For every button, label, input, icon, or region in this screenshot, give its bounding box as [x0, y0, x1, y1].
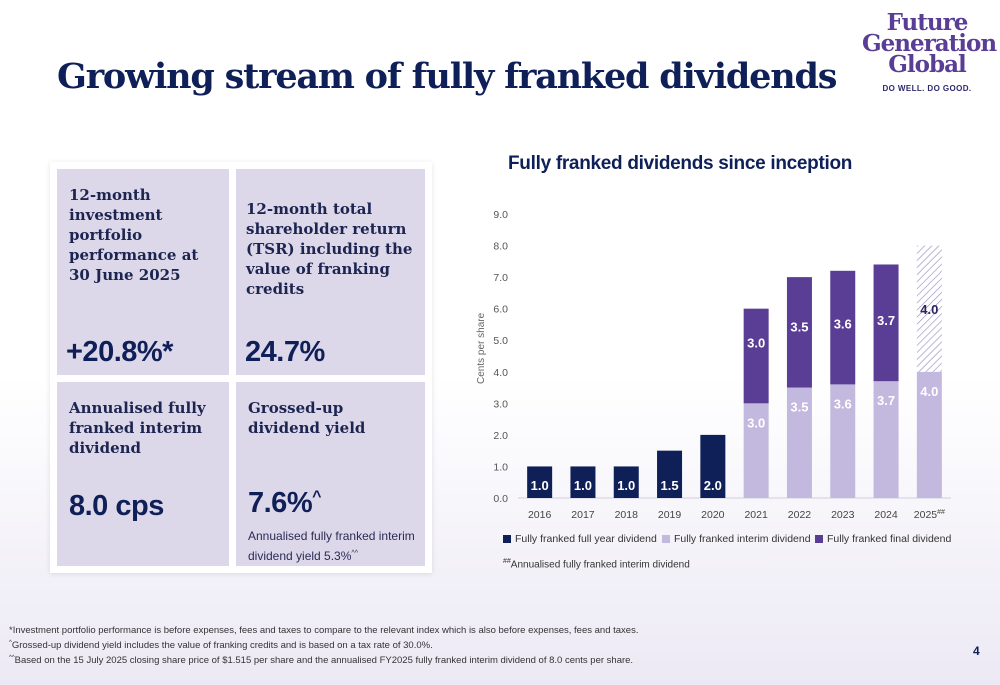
- y-tick-label: 3.0: [493, 398, 508, 410]
- bar-segment: [700, 434, 726, 498]
- data-label: 1.5: [661, 478, 679, 493]
- y-tick-label: 4.0: [493, 367, 508, 379]
- metric-note-marker: ^^: [351, 550, 358, 557]
- legend-label: Fully franked full year dividend: [515, 533, 657, 545]
- metric-card-interim-dividend: Annualised fully franked interim dividen…: [57, 382, 229, 566]
- legend-note-marker: ##: [503, 558, 511, 565]
- metric-label: Annualised fully franked interim dividen…: [69, 399, 206, 457]
- data-label: 4.0: [920, 302, 938, 317]
- footnote: ^Grossed-up dividend yield includes the …: [9, 637, 909, 652]
- x-tick-label: 2019: [658, 509, 682, 521]
- metric-label: Grossed-up dividend yield: [248, 399, 366, 437]
- footnote-marker: ^^: [9, 655, 15, 662]
- x-tick-label: 2023: [831, 509, 855, 521]
- legend-item-final: Fully franked final dividend: [815, 533, 951, 545]
- footnotes: *Investment portfolio performance is bef…: [9, 622, 909, 667]
- bar-segment: [786, 277, 812, 388]
- bar-segment: [873, 264, 899, 382]
- bar-segment: [873, 381, 899, 498]
- legend-swatch: [662, 535, 670, 543]
- bar-segment: [830, 384, 856, 498]
- y-tick-label: 1.0: [493, 461, 508, 473]
- y-tick-label: 9.0: [493, 209, 508, 221]
- metric-value: +20.8%*: [66, 336, 173, 368]
- metric-note-text: Annualised fully franked interim dividen…: [248, 529, 415, 563]
- data-label: 3.0: [747, 415, 765, 430]
- legend-note: ##Annualised fully franked interim divid…: [503, 558, 690, 570]
- metric-value: 8.0 cps: [69, 490, 164, 522]
- x-tick-label: 2020: [701, 509, 725, 521]
- footnote-text: Grossed-up dividend yield includes the v…: [11, 640, 433, 652]
- legend-item-interim: Fully franked interim dividend: [662, 533, 811, 545]
- key-metrics-panel: 12-month investment portfolio performanc…: [50, 162, 432, 573]
- metric-value: 7.6%^: [248, 487, 321, 520]
- metric-label: 12-month investment portfolio performanc…: [69, 186, 199, 284]
- x-tick-label: 2024: [874, 509, 898, 521]
- bar-segment: [830, 270, 856, 385]
- bar-segment: [916, 371, 942, 498]
- logo-line-2: Generation: [862, 30, 997, 57]
- metric-note: Annualised fully franked interim dividen…: [248, 528, 425, 565]
- x-tick-suffix: ##: [937, 509, 945, 516]
- bar-segment: [657, 450, 683, 498]
- data-label: 1.0: [617, 478, 635, 493]
- data-label: 4.0: [920, 384, 938, 399]
- bar-segment: [743, 403, 769, 498]
- y-tick-label: 8.0: [493, 241, 508, 253]
- company-logo: Future Generation Global DO WELL. DO GOO…: [862, 9, 997, 93]
- x-tick-label: 2016: [528, 509, 552, 521]
- page-title: Growing stream of fully franked dividend…: [57, 56, 837, 97]
- bar-segment: [786, 387, 812, 498]
- legend-swatch: [815, 535, 823, 543]
- legend-label: Fully franked interim dividend: [674, 533, 811, 545]
- data-label: 2.0: [704, 478, 722, 493]
- data-label: 3.7: [877, 313, 895, 328]
- data-label: 3.5: [790, 400, 808, 415]
- metric-card-dividend-yield: Grossed-up dividend yield 7.6%^ Annualis…: [236, 382, 425, 566]
- dividends-bar-chart: 0.0 1.0 2.0 3.0 4.0 5.0 6.0 7.0 8.0 9.0 1.0 2016 1.0…: [493, 209, 951, 521]
- logo-line-3: Global: [888, 51, 966, 78]
- bar-segment: [743, 308, 769, 404]
- x-tick-label: 2021: [744, 509, 768, 521]
- logo-line-1: Future: [886, 9, 969, 36]
- x-tick-label: 2018: [615, 509, 639, 521]
- metric-label: 12-month total shareholder return (TSR) …: [246, 200, 413, 298]
- footnote: *Investment portfolio performance is bef…: [9, 622, 909, 637]
- page-number: 4: [973, 644, 980, 658]
- data-label: 3.6: [834, 396, 852, 411]
- y-tick-label: 5.0: [493, 335, 508, 347]
- y-tick-label: 0.0: [493, 493, 508, 505]
- legend-swatch: [503, 535, 511, 543]
- legend-label: Fully franked final dividend: [827, 533, 952, 545]
- data-label: 3.6: [834, 316, 852, 331]
- x-tick-label: 2025##: [914, 509, 945, 521]
- y-tick-label: 7.0: [493, 272, 508, 284]
- footnote-marker: ^: [9, 640, 12, 647]
- footnote-text: *Investment portfolio performance is bef…: [9, 625, 639, 637]
- data-label: 1.0: [574, 478, 592, 493]
- bar-segment: [527, 466, 553, 498]
- footnote-text: Based on the 15 July 2025 closing share …: [14, 655, 634, 667]
- y-tick-label: 2.0: [493, 430, 508, 442]
- metric-card-portfolio-performance: 12-month investment portfolio performanc…: [57, 169, 229, 375]
- bar-segment: [613, 466, 639, 498]
- logo-tagline: DO WELL. DO GOOD.: [882, 84, 972, 93]
- x-tick-label: 2017: [571, 509, 595, 521]
- chart-title: Fully franked dividends since inception: [508, 153, 853, 174]
- footnote: ^^Based on the 15 July 2025 closing shar…: [9, 652, 909, 667]
- data-label: 3.5: [790, 320, 808, 335]
- x-tick-label: 2022: [788, 509, 812, 521]
- metric-value: 24.7%: [245, 336, 325, 368]
- data-label: 1.0: [531, 478, 549, 493]
- y-tick-label: 6.0: [493, 304, 508, 316]
- metric-value-text: 7.6%: [248, 487, 313, 519]
- metric-value-marker: ^: [312, 488, 321, 506]
- bar-segment: [916, 245, 942, 372]
- legend-item-full-year: Fully franked full year dividend: [503, 533, 657, 545]
- bar-segment: [570, 466, 596, 498]
- legend-note-text: Annualised fully franked interim dividen…: [510, 559, 690, 571]
- metric-card-tsr: 12-month total shareholder return (TSR) …: [236, 169, 425, 375]
- data-label: 3.7: [877, 393, 895, 408]
- data-label: 3.0: [747, 335, 765, 350]
